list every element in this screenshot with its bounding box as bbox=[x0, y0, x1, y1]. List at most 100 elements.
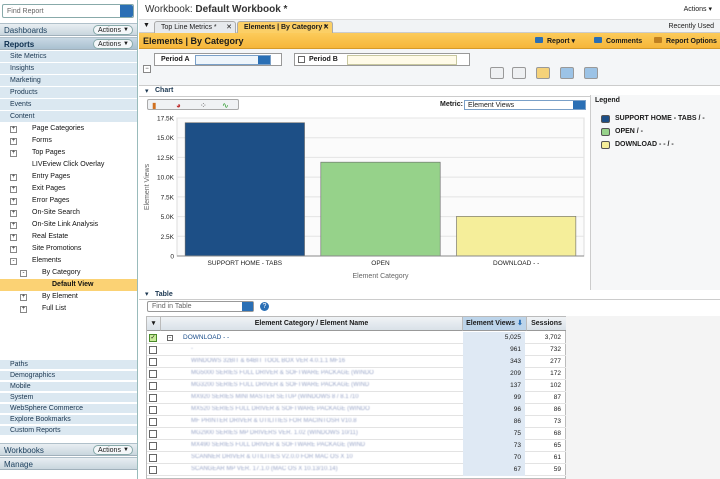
element-name[interactable]: MX490 SERIES FULL DRIVER & SOFTWARE PACK… bbox=[191, 442, 366, 448]
bar[interactable] bbox=[456, 216, 577, 257]
expand-icon[interactable]: + bbox=[20, 294, 27, 301]
category-content[interactable]: Content bbox=[0, 111, 137, 123]
dashboards-actions-button[interactable]: Actions ▼ bbox=[93, 25, 133, 35]
category-marketing[interactable]: Marketing bbox=[0, 75, 137, 87]
export-icon[interactable] bbox=[560, 67, 574, 79]
table-row[interactable]: MX520 SERIES FULL DRIVER & SOFTWARE PACK… bbox=[147, 404, 567, 416]
tree-item[interactable]: + Real Estate bbox=[0, 231, 137, 243]
close-icon[interactable]: ✕ bbox=[323, 24, 329, 31]
reports-actions-button[interactable]: Actions ▼ bbox=[93, 39, 133, 49]
reports-section[interactable]: Reports Actions ▼ bbox=[0, 37, 137, 50]
row-checkbox[interactable] bbox=[149, 382, 157, 390]
row-checkbox[interactable] bbox=[149, 358, 157, 366]
row-checkbox[interactable] bbox=[149, 430, 157, 438]
period-b-selector[interactable]: Period B bbox=[294, 53, 470, 66]
expand-icon[interactable]: + bbox=[10, 198, 17, 205]
row-checkbox[interactable] bbox=[149, 418, 157, 426]
element-name[interactable]: MX920 SERIES MINI MASTER SETUP (WINDOWS … bbox=[191, 394, 359, 400]
find-report-input[interactable]: Find Report bbox=[2, 4, 134, 18]
category-websphere-commerce[interactable]: WebSphere Commerce bbox=[0, 404, 137, 414]
period-a-field[interactable] bbox=[195, 55, 271, 65]
comments-button[interactable]: Comments bbox=[594, 37, 642, 45]
print-icon[interactable] bbox=[512, 67, 526, 79]
column-header-element-views[interactable]: Element Views ⬇ bbox=[463, 317, 527, 331]
category-products[interactable]: Products bbox=[0, 87, 137, 99]
element-name[interactable]: MX520 SERIES FULL DRIVER & SOFTWARE PACK… bbox=[191, 406, 370, 412]
category-mobile[interactable]: Mobile bbox=[0, 382, 137, 392]
workbook-actions-button[interactable]: Actions ▾ bbox=[684, 5, 712, 13]
expand-icon[interactable]: + bbox=[10, 174, 17, 181]
table-row[interactable]: SCANNER DRIVER & UTILITIES V2.0.0 FOR MA… bbox=[147, 452, 567, 464]
category-insights[interactable]: Insights bbox=[0, 63, 137, 75]
element-name[interactable]: WINDOWS 32BIT & 64BIT TOOL BOX VER 4.0.1… bbox=[191, 358, 346, 364]
table-row[interactable]: MG2900 SERIES MP DRIVERS VER. 1.02 (WIND… bbox=[147, 428, 567, 440]
tree-item[interactable]: - Elements bbox=[0, 255, 137, 267]
collapse-icon[interactable]: - bbox=[20, 270, 27, 277]
help-icon[interactable]: ? bbox=[260, 302, 269, 311]
table-row[interactable]: MG5000 SERIES FULL DRIVER & SOFTWARE PAC… bbox=[147, 368, 567, 380]
collapse-icon[interactable]: - bbox=[10, 258, 17, 265]
collapse-arrow-icon[interactable]: ▾ bbox=[145, 291, 149, 298]
period-b-field[interactable] bbox=[347, 55, 457, 65]
table-row[interactable]: MF PRINTER DRIVER & UTILITIES FOR MACINT… bbox=[147, 416, 567, 428]
category-events[interactable]: Events bbox=[0, 99, 137, 111]
tree-item[interactable]: + Error Pages bbox=[0, 195, 137, 207]
expand-icon[interactable]: + bbox=[10, 126, 17, 133]
bar-chart-icon[interactable]: ▮ bbox=[152, 101, 157, 110]
table-row[interactable]: MX490 SERIES FULL DRIVER & SOFTWARE PACK… bbox=[147, 440, 567, 452]
close-icon[interactable]: ✕ bbox=[226, 24, 232, 31]
row-checkbox[interactable]: ✓ bbox=[149, 334, 157, 342]
tree-item[interactable]: + By Element bbox=[0, 291, 137, 303]
row-checkbox[interactable] bbox=[149, 370, 157, 378]
column-header-element[interactable]: Element Category / Element Name bbox=[161, 317, 463, 331]
workbooks-section[interactable]: Workbooks Actions ▼ bbox=[0, 443, 137, 456]
row-checkbox[interactable] bbox=[149, 454, 157, 462]
element-name[interactable]: SCANGEAR MP VER. 17.1.0 (MAC OS X 10.13/… bbox=[191, 466, 338, 472]
expand-icon[interactable]: + bbox=[10, 210, 17, 217]
tree-item[interactable]: + Entry Pages bbox=[0, 171, 137, 183]
tree-item[interactable]: + On-Site Link Analysis bbox=[0, 219, 137, 231]
category-explore-bookmarks[interactable]: Explore Bookmarks bbox=[0, 415, 137, 425]
tree-item[interactable]: + Page Categories bbox=[0, 123, 137, 135]
select-column-header[interactable]: ▾ bbox=[147, 317, 161, 331]
table-row[interactable]: SCANGEAR MP VER. 17.1.0 (MAC OS X 10.13/… bbox=[147, 464, 567, 476]
tree-item[interactable]: + Forms bbox=[0, 135, 137, 147]
period-b-checkbox[interactable] bbox=[298, 56, 305, 63]
scatter-chart-icon[interactable]: ⁘ bbox=[200, 101, 207, 110]
row-checkbox[interactable] bbox=[149, 394, 157, 402]
save-icon[interactable] bbox=[490, 67, 504, 79]
category-custom-reports[interactable]: Custom Reports bbox=[0, 426, 137, 436]
email-icon[interactable] bbox=[536, 67, 550, 79]
search-icon[interactable] bbox=[242, 302, 253, 311]
table-row[interactable]: MX920 SERIES MINI MASTER SETUP (WINDOWS … bbox=[147, 392, 567, 404]
chart-section-header[interactable]: ▾ Chart bbox=[139, 86, 720, 97]
element-name[interactable]: MG5000 SERIES FULL DRIVER & SOFTWARE PAC… bbox=[191, 370, 374, 376]
category-paths[interactable]: Paths bbox=[0, 360, 137, 370]
expand-icon[interactable]: + bbox=[10, 246, 17, 253]
category-system[interactable]: System bbox=[0, 393, 137, 403]
line-chart-icon[interactable]: ∿ bbox=[222, 101, 229, 110]
tree-item[interactable]: + Full List bbox=[0, 303, 137, 315]
tree-item[interactable]: LIVEview Click Overlay bbox=[0, 159, 137, 171]
recently-used-link[interactable]: Recently Used bbox=[668, 23, 714, 30]
row-checkbox[interactable] bbox=[149, 406, 157, 414]
column-header-sessions[interactable]: Sessions bbox=[527, 317, 567, 331]
tree-item[interactable]: - By Category bbox=[0, 267, 137, 279]
bar[interactable] bbox=[320, 161, 441, 257]
element-name[interactable]: - bbox=[191, 346, 193, 352]
category-site-metrics[interactable]: Site Metrics bbox=[0, 51, 137, 63]
table-row[interactable]: - 961 732 bbox=[147, 344, 567, 356]
row-checkbox[interactable] bbox=[149, 346, 157, 354]
category-demographics[interactable]: Demographics bbox=[0, 371, 137, 381]
tab-list-dropdown-icon[interactable]: ▼ bbox=[143, 22, 150, 29]
element-name[interactable]: SCANNER DRIVER & UTILITIES V2.0.0 FOR MA… bbox=[191, 454, 353, 460]
bar[interactable] bbox=[184, 122, 305, 257]
report-options-button[interactable]: Report Options bbox=[654, 37, 717, 45]
refresh-icon[interactable] bbox=[584, 67, 598, 79]
period-a-selector[interactable]: Period A bbox=[154, 53, 282, 66]
row-checkbox[interactable] bbox=[149, 466, 157, 474]
row-checkbox[interactable] bbox=[149, 442, 157, 450]
expand-icon[interactable]: + bbox=[10, 234, 17, 241]
dashboards-section[interactable]: Dashboards Actions ▼ bbox=[0, 23, 137, 36]
tree-item[interactable]: + Exit Pages bbox=[0, 183, 137, 195]
